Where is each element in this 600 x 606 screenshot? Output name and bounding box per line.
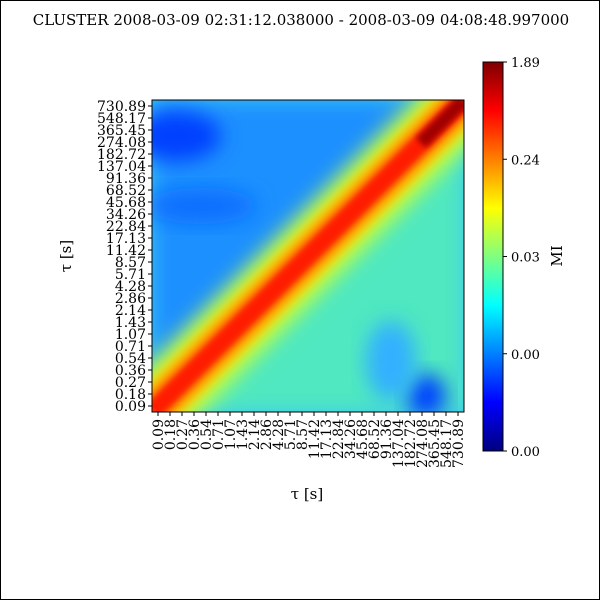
y-tick-label: 11.42 [106,243,146,259]
y-tick-label: 0.27 [115,375,146,391]
y-tick-label: 0.54 [115,351,146,367]
x-tick-label: 2.14 [247,419,263,450]
colorbar [482,61,504,452]
heatmap-plot-area [152,100,464,412]
plot-frame [151,99,465,413]
x-tick-label: 274.08 [415,419,431,468]
y-tick-label: 2.14 [115,303,146,319]
heatmap-low-mi-patch-upper [152,111,221,161]
x-tick-label: 68.52 [367,419,383,459]
x-tick-label: 548.17 [439,419,455,468]
y-tick-label: 91.36 [106,171,146,187]
y-tick-label: 4.28 [115,279,146,295]
y-tick-label: 182.72 [97,147,146,163]
y-tick-label: 1.43 [115,315,146,331]
x-tick-label: 22.84 [331,419,347,459]
colorbar-tick-label: 1.89 [511,56,540,71]
x-tick-label: 8.57 [295,419,311,450]
y-axis-ticks: 0.090.180.270.360.540.711.071.432.142.86… [97,99,152,415]
y-tick-label: 45.68 [106,195,146,211]
chart-title: CLUSTER 2008-03-09 02:31:12.038000 - 200… [33,11,569,29]
x-tick-label: 0.09 [151,419,167,450]
x-tick-label: 5.71 [283,419,299,450]
x-tick-label: 91.36 [379,419,395,459]
y-tick-label: 0.71 [115,339,146,355]
colorbar-label: MI [548,245,566,266]
x-axis-label: τ [s] [291,485,323,503]
y-tick-label: 17.13 [106,231,146,247]
colorbar-tick-label: 0.00 [511,348,540,363]
y-tick-label: 0.18 [115,387,146,403]
x-tick-label: 45.68 [355,419,371,459]
x-tick-label: 1.07 [223,419,239,450]
y-axis-label: τ [s] [57,240,75,272]
y-tick-label: 0.09 [115,399,146,415]
diagonal-band-peak [416,100,464,148]
colorbar-tick-label: 0.24 [511,153,540,168]
x-tick-label: 0.18 [163,419,179,450]
x-tick-label: 0.27 [175,419,191,450]
y-tick-label: 730.89 [97,99,146,115]
y-tick-label: 22.84 [106,219,146,235]
x-axis-ticks: 0.090.180.270.360.540.711.071.432.142.86… [151,412,467,468]
x-tick-label: 11.42 [307,419,323,459]
x-tick-label: 0.71 [211,419,227,450]
colorbar-tick-label: 0.03 [511,251,540,266]
x-tick-label: 1.43 [235,419,251,450]
y-tick-label: 2.86 [115,291,146,307]
x-tick-label: 4.28 [271,419,287,450]
y-tick-label: 1.07 [115,327,146,343]
x-tick-label: 34.26 [343,419,359,459]
y-tick-label: 548.17 [97,111,146,127]
heatmap-low-mi-patch-mid [152,188,256,224]
y-tick-label: 5.71 [115,267,146,283]
x-tick-label: 730.89 [451,419,467,468]
y-tick-label: 34.26 [106,207,146,223]
x-tick-label: 0.36 [187,419,203,450]
y-tick-label: 8.57 [115,255,146,271]
colorbar-tick-label: 0.00 [511,445,540,460]
x-tick-label: 2.86 [259,419,275,450]
heatmap-lower-right-patch [366,321,416,401]
colorbar-ticks: 1.89 0.24 0.03 0.00 0.00 [503,56,540,460]
x-tick-label: 365.45 [427,419,443,468]
y-tick-label: 137.04 [97,159,146,175]
x-tick-label: 137.04 [391,419,407,468]
y-tick-label: 68.52 [106,183,146,199]
y-tick-label: 274.08 [97,135,146,151]
y-tick-label: 0.36 [115,363,146,379]
heatmap-low-mi-patch-lower [406,374,446,412]
x-tick-label: 0.54 [199,419,215,450]
x-tick-label: 17.13 [319,419,335,459]
x-tick-label: 182.72 [403,419,419,468]
y-tick-label: 365.45 [97,123,146,139]
diagonal-band-core [152,100,464,412]
